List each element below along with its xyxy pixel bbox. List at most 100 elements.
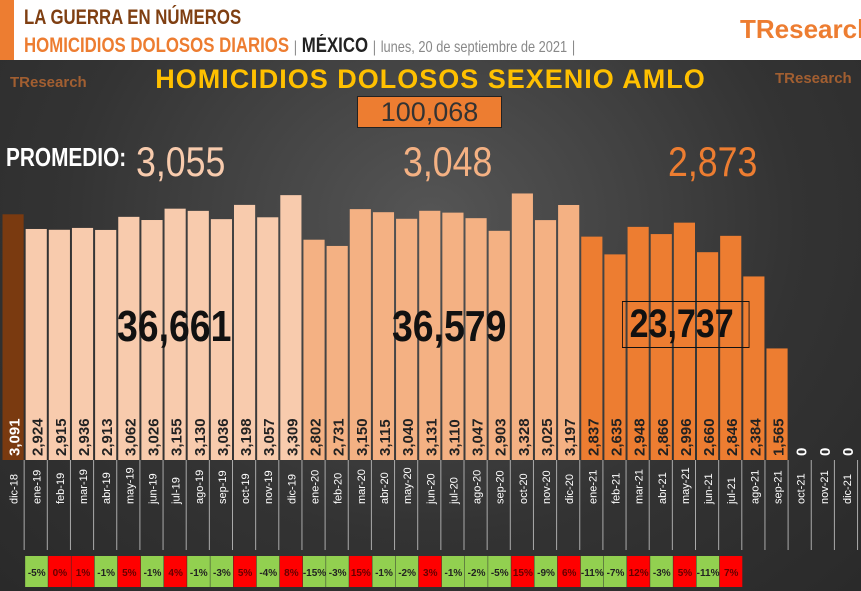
watermark-logo: TResearch bbox=[775, 70, 852, 87]
bar-abr-20 bbox=[372, 212, 395, 460]
tick-label: oct-20 bbox=[518, 473, 530, 504]
pct-cell bbox=[48, 556, 71, 587]
pct-label: -11% bbox=[697, 568, 720, 579]
bar-jun-19 bbox=[141, 220, 163, 460]
total-box: 100,068 bbox=[357, 96, 502, 128]
tick-label: oct-19 bbox=[240, 473, 252, 504]
bar-ene-19 bbox=[25, 228, 47, 460]
tick-label: ene-20 bbox=[310, 470, 322, 504]
pct-label: -11% bbox=[581, 568, 604, 579]
data-label: 0 bbox=[794, 448, 811, 456]
pct-cell bbox=[511, 556, 534, 587]
bar-feb-20 bbox=[326, 245, 348, 460]
pct-cell bbox=[233, 556, 257, 587]
header-title: LA GUERRA EN NÚMEROS bbox=[24, 6, 242, 29]
pct-cell bbox=[603, 556, 627, 587]
tick-label: dic-21 bbox=[842, 474, 854, 504]
pct-label: -3% bbox=[329, 568, 347, 579]
data-label: 3,309 bbox=[284, 418, 301, 456]
bar-dic-20 bbox=[558, 204, 580, 460]
pct-cell bbox=[302, 556, 326, 587]
bar-ene-20 bbox=[303, 239, 325, 460]
average-label: PROMEDIO: bbox=[6, 142, 127, 172]
data-label: 3,328 bbox=[516, 418, 533, 456]
tick-label: may-21 bbox=[680, 467, 692, 504]
data-label: 3,150 bbox=[354, 418, 371, 456]
pct-label: -3% bbox=[653, 568, 671, 579]
tick-label: jul-21 bbox=[726, 477, 738, 505]
tick-label: dic-18 bbox=[9, 474, 21, 504]
data-label: 2,924 bbox=[30, 418, 47, 456]
pct-label: -1% bbox=[445, 568, 463, 579]
tick-label: abr-20 bbox=[379, 472, 391, 504]
tick-label: dic-19 bbox=[286, 474, 298, 504]
bar-mar-19 bbox=[71, 227, 94, 460]
header: LA GUERRA EN NÚMEROS HOMICIDIOS DOLOSOS … bbox=[0, 0, 861, 60]
tick-label: sep-20 bbox=[495, 470, 507, 504]
accent-stripe bbox=[0, 0, 14, 60]
pct-cell bbox=[326, 556, 349, 587]
data-label: 3,057 bbox=[261, 418, 278, 456]
pct-label: 6% bbox=[562, 568, 577, 579]
pct-label: 3% bbox=[423, 568, 438, 579]
bar-jun-20 bbox=[419, 210, 441, 460]
tick-label: jun-19 bbox=[147, 473, 159, 505]
data-label: 2,731 bbox=[331, 418, 348, 456]
tick-label: ene-19 bbox=[32, 470, 44, 504]
tick-label: mar-19 bbox=[78, 469, 90, 504]
tick-label: dic-20 bbox=[564, 474, 576, 504]
bar-may-20 bbox=[396, 218, 418, 460]
bar-dic-19 bbox=[280, 195, 302, 460]
data-label: 3,091 bbox=[7, 418, 24, 456]
tick-label: ene-21 bbox=[587, 470, 599, 504]
pct-label: 4% bbox=[168, 568, 183, 579]
chart-title: HOMICIDIOS DOLOSOS SEXENIO AMLO bbox=[155, 64, 706, 94]
bar-ago-20 bbox=[465, 218, 487, 460]
bar-nov-20 bbox=[534, 220, 557, 460]
bar-feb-19 bbox=[48, 229, 70, 460]
tick-label: feb-20 bbox=[333, 473, 345, 504]
bar-ago-21 bbox=[743, 276, 765, 460]
data-label: 3,131 bbox=[423, 418, 440, 456]
data-label: 3,130 bbox=[192, 418, 209, 456]
data-label: 3,110 bbox=[446, 419, 463, 456]
pct-cell bbox=[349, 556, 372, 587]
data-label: 3,036 bbox=[215, 418, 232, 456]
bar-may-21 bbox=[673, 222, 695, 460]
pct-label: 5% bbox=[122, 568, 137, 579]
pct-cell bbox=[627, 556, 650, 587]
tick-label: jun-21 bbox=[703, 473, 715, 505]
year-total-2020: 36,579 bbox=[392, 302, 507, 351]
year-total-2019: 36,661 bbox=[117, 302, 232, 351]
pct-label: -5% bbox=[491, 568, 509, 579]
tick-label: nov-19 bbox=[263, 470, 275, 504]
data-label: 0 bbox=[840, 448, 857, 456]
data-label: 3,062 bbox=[122, 418, 139, 456]
bar-feb-21 bbox=[604, 254, 626, 460]
pct-cell bbox=[94, 556, 118, 587]
pct-label: -1% bbox=[144, 568, 162, 579]
data-label: 3,040 bbox=[400, 418, 417, 456]
pct-cell bbox=[164, 556, 187, 587]
tick-label: nov-21 bbox=[819, 470, 831, 504]
average-2019: 3,055 bbox=[136, 138, 226, 185]
bar-ago-19 bbox=[187, 210, 209, 460]
bar-oct-20 bbox=[511, 193, 533, 460]
pct-label: -9% bbox=[537, 568, 555, 579]
tick-label: nov-20 bbox=[541, 470, 553, 504]
watermark-logo: TResearch bbox=[10, 74, 87, 91]
data-label: 2,846 bbox=[724, 418, 741, 456]
bar-mar-21 bbox=[627, 226, 649, 460]
pct-label: -7% bbox=[607, 568, 625, 579]
pct-cell bbox=[557, 556, 581, 587]
pct-cell bbox=[140, 556, 164, 587]
tick-label: ago-21 bbox=[749, 470, 761, 504]
pct-label: 5% bbox=[678, 568, 693, 579]
tick-label: mar-21 bbox=[634, 469, 646, 504]
bar-oct-19 bbox=[234, 204, 256, 460]
data-label: 2,660 bbox=[701, 418, 718, 456]
pct-cell bbox=[71, 556, 95, 587]
pct-label: -4% bbox=[259, 568, 277, 579]
data-label: 3,026 bbox=[145, 418, 162, 456]
